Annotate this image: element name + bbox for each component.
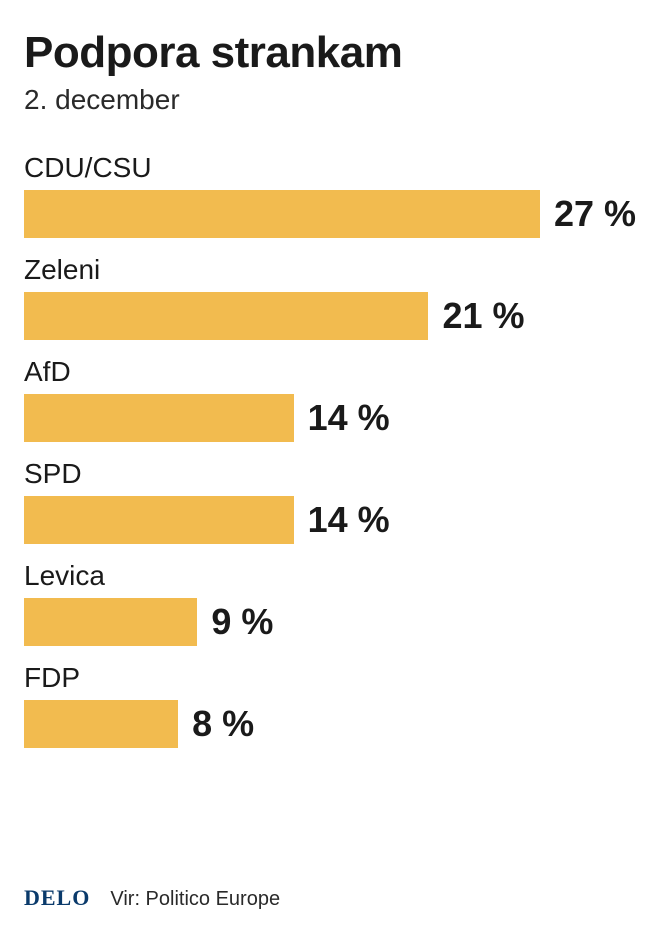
bar-row: SPD 14 % [24, 458, 636, 544]
bar-label: SPD [24, 458, 636, 490]
bar [24, 292, 428, 340]
bar-row: Levica 9 % [24, 560, 636, 646]
bar-value: 27 % [554, 193, 636, 235]
bar [24, 700, 178, 748]
bar-value: 14 % [308, 397, 390, 439]
bar-label: CDU/CSU [24, 152, 636, 184]
bar-value: 14 % [308, 499, 390, 541]
bar-row: CDU/CSU 27 % [24, 152, 636, 238]
bar-line: 14 % [24, 496, 636, 544]
bar-line: 8 % [24, 700, 636, 748]
bar-value: 8 % [192, 703, 254, 745]
chart-footer: DELO Vir: Politico Europe [24, 885, 280, 911]
bar [24, 496, 294, 544]
bar-label: FDP [24, 662, 636, 694]
source-text: Vir: Politico Europe [110, 888, 280, 911]
chart-title: Podpora strankam [24, 28, 636, 78]
bar-value: 9 % [211, 601, 273, 643]
bar-line: 14 % [24, 394, 636, 442]
bar [24, 598, 197, 646]
bar-label: Levica [24, 560, 636, 592]
bar-label: AfD [24, 356, 636, 388]
bar-row: Zeleni 21 % [24, 254, 636, 340]
brand-logo: DELO [24, 885, 90, 911]
bar-chart: CDU/CSU 27 % Zeleni 21 % AfD 14 % SPD 14 % Levic… [24, 152, 636, 748]
bar-row: AfD 14 % [24, 356, 636, 442]
bar-line: 21 % [24, 292, 636, 340]
chart-subtitle: 2. december [24, 84, 636, 116]
bar-label: Zeleni [24, 254, 636, 286]
bar [24, 190, 540, 238]
bar [24, 394, 294, 442]
bar-line: 9 % [24, 598, 636, 646]
bar-value: 21 % [442, 295, 524, 337]
bar-row: FDP 8 % [24, 662, 636, 748]
bar-line: 27 % [24, 190, 636, 238]
